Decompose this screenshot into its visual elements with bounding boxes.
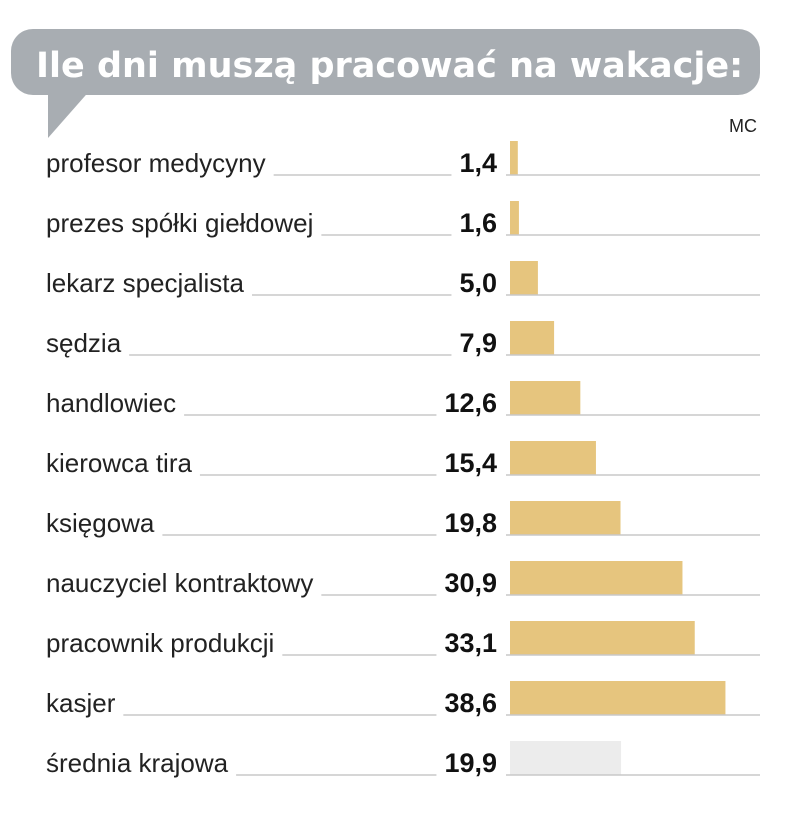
bar [510,561,683,595]
chart-rows: profesor medycyny 1,4 prezes spółki giełdo… [46,141,760,778]
chart-row: sędzia 7,9 [46,321,760,358]
title-bubble-background [11,29,760,95]
chart-row: pracownik produkcji 33,1 [46,621,760,658]
chart-row: prezes spółki giełdowej 1,6 [46,201,760,238]
bar [510,381,581,415]
category-label: nauczyciel kontraktowy [46,568,313,598]
category-label: średnia krajowa [46,748,229,778]
value-label: 38,6 [444,688,497,718]
category-label: prezes spółki giełdowej [46,208,313,238]
bar [510,441,596,475]
value-label: 1,4 [459,148,497,178]
category-label: księgowa [46,508,155,538]
chart-row: profesor medycyny 1,4 [46,141,760,178]
bar [510,261,538,295]
category-label: lekarz specjalista [46,268,245,298]
unit-label: MC [729,116,757,136]
category-label: sędzia [46,328,122,358]
category-label: kasjer [46,688,116,718]
chart-row: nauczyciel kontraktowy 30,9 [46,561,760,598]
value-label: 15,4 [444,448,497,478]
value-label: 1,6 [459,208,497,238]
chart-row: księgowa 19,8 [46,501,760,538]
value-label: 19,8 [444,508,497,538]
category-label: kierowca tira [46,448,192,478]
bar [510,321,555,355]
title-bubble: Ile dni muszą pracować na wakacje: [11,29,760,138]
value-label: 33,1 [444,628,497,658]
bar [510,201,519,235]
category-label: handlowiec [46,388,176,418]
bar [510,501,621,535]
value-label: 7,9 [459,328,497,358]
chart-row: kierowca tira 15,4 [46,441,760,478]
chart-row: średnia krajowa 19,9 [46,741,760,778]
chart-row: lekarz specjalista 5,0 [46,261,760,298]
value-label: 5,0 [459,268,497,298]
value-label: 19,9 [444,748,497,778]
bar-average [510,741,622,775]
bar [510,141,518,175]
chart-row: handlowiec 12,6 [46,381,760,418]
category-label: pracownik produkcji [46,628,274,658]
title-bubble-tail [48,88,92,138]
value-label: 12,6 [444,388,497,418]
value-label: 30,9 [444,568,497,598]
category-label: profesor medycyny [46,148,266,178]
bar [510,621,695,655]
chart-title: Ile dni muszą pracować na wakacje: [36,46,743,86]
chart-row: kasjer 38,6 [46,681,760,718]
bar [510,681,726,715]
